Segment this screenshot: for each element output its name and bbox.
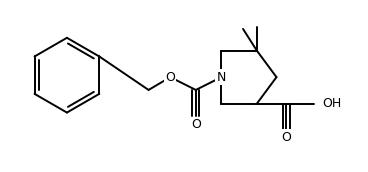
Text: O: O [282, 131, 291, 144]
Text: O: O [191, 118, 201, 131]
Text: OH: OH [323, 97, 342, 110]
Text: N: N [217, 71, 226, 84]
Text: O: O [165, 71, 175, 84]
